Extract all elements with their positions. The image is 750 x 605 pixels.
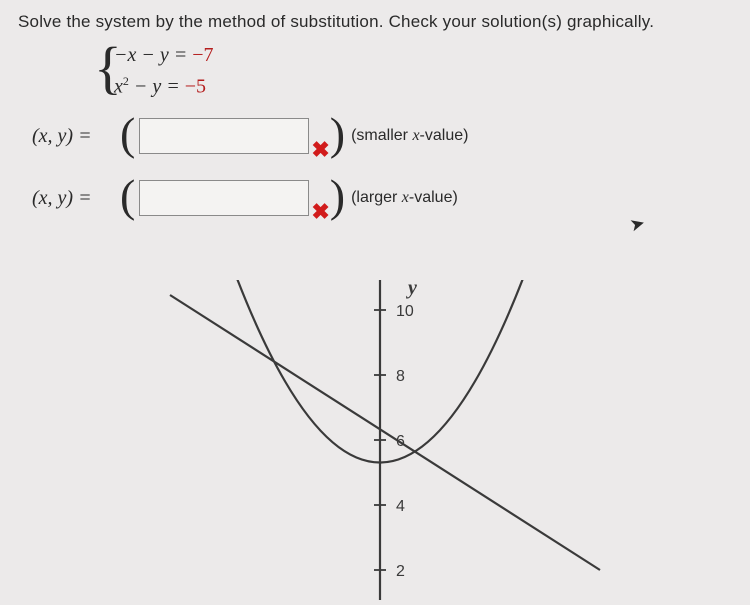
paren-open-icon: ( (120, 114, 135, 154)
answer-row-smaller: (x, y) = ( ✖ ) (smaller x-value) (32, 116, 732, 156)
larger-label: (larger x-value) (351, 189, 458, 207)
wrong-icon: ✖ (311, 199, 329, 225)
paren-open-icon: ( (120, 176, 135, 216)
answer-lhs: (x, y) = (32, 125, 120, 148)
answer-input-smaller[interactable] (139, 118, 309, 154)
graph: y108642 (130, 280, 610, 605)
svg-text:4: 4 (396, 498, 405, 515)
answer-lhs: (x, y) = (32, 187, 120, 210)
equation-1: −x − y = −7 (108, 42, 732, 68)
paren-close-icon: ) (330, 176, 345, 216)
svg-text:10: 10 (396, 303, 414, 320)
wrong-icon: ✖ (311, 137, 329, 163)
smaller-label: (smaller x-value) (351, 127, 468, 145)
svg-text:8: 8 (396, 368, 405, 385)
graph-svg: y108642 (130, 280, 610, 600)
brace-icon: { (94, 40, 122, 96)
answer-input-larger[interactable] (139, 180, 309, 216)
svg-text:y: y (406, 280, 417, 299)
paren-close-icon: ) (330, 114, 345, 154)
answer-row-larger: (x, y) = ( ✖ ) (larger x-value) (32, 178, 732, 218)
equation-2: x2 − y = −5 (108, 68, 732, 100)
equation-system: { −x − y = −7 x2 − y = −5 (108, 42, 732, 98)
question-prompt: Solve the system by the method of substi… (18, 12, 732, 32)
svg-text:2: 2 (396, 563, 405, 580)
